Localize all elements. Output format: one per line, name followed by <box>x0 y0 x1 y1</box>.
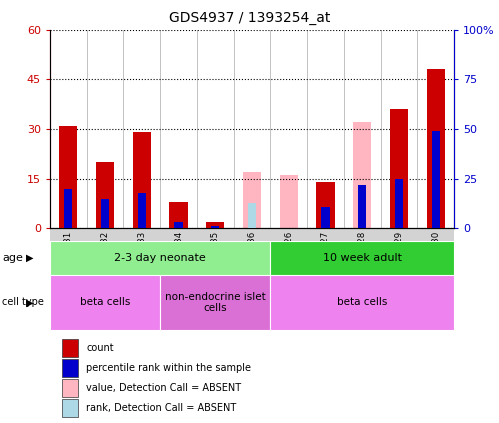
Bar <box>62 379 78 397</box>
Bar <box>160 275 270 330</box>
Bar <box>62 339 78 357</box>
Text: rank, Detection Call = ABSENT: rank, Detection Call = ABSENT <box>86 403 237 413</box>
Text: ▶: ▶ <box>26 297 33 308</box>
Bar <box>279 176 298 228</box>
Bar <box>206 222 225 228</box>
Text: percentile rank within the sample: percentile rank within the sample <box>86 363 251 373</box>
Bar <box>390 109 408 228</box>
Text: 10 week adult: 10 week adult <box>323 253 402 263</box>
Bar <box>64 189 72 228</box>
Bar <box>96 162 114 228</box>
Bar <box>321 206 330 228</box>
Text: count: count <box>86 343 114 353</box>
Bar <box>270 275 454 330</box>
Text: age: age <box>2 253 23 263</box>
Text: ▶: ▶ <box>26 253 33 263</box>
Text: cell type: cell type <box>2 297 44 308</box>
Bar <box>174 222 183 228</box>
Bar <box>211 226 220 228</box>
Bar <box>395 179 403 228</box>
Text: 2-3 day neonate: 2-3 day neonate <box>114 253 206 263</box>
Bar <box>169 202 188 228</box>
Bar <box>270 241 454 275</box>
Bar <box>432 131 440 228</box>
Text: GDS4937 / 1393254_at: GDS4937 / 1393254_at <box>169 11 330 25</box>
Bar <box>50 241 270 275</box>
Text: beta cells: beta cells <box>337 297 387 308</box>
Bar <box>101 199 109 228</box>
Bar <box>243 172 261 228</box>
Bar <box>353 122 371 228</box>
Text: beta cells: beta cells <box>80 297 130 308</box>
Bar <box>59 126 77 228</box>
Bar <box>62 399 78 417</box>
Bar <box>358 185 366 228</box>
Bar <box>50 275 160 330</box>
Bar <box>133 132 151 228</box>
Bar <box>248 203 256 228</box>
Bar <box>62 359 78 377</box>
Bar <box>358 185 366 228</box>
Bar <box>316 182 335 228</box>
Text: non-endocrine islet
cells: non-endocrine islet cells <box>165 291 265 313</box>
Bar <box>138 192 146 228</box>
Text: value, Detection Call = ABSENT: value, Detection Call = ABSENT <box>86 383 242 393</box>
Bar <box>427 69 445 228</box>
